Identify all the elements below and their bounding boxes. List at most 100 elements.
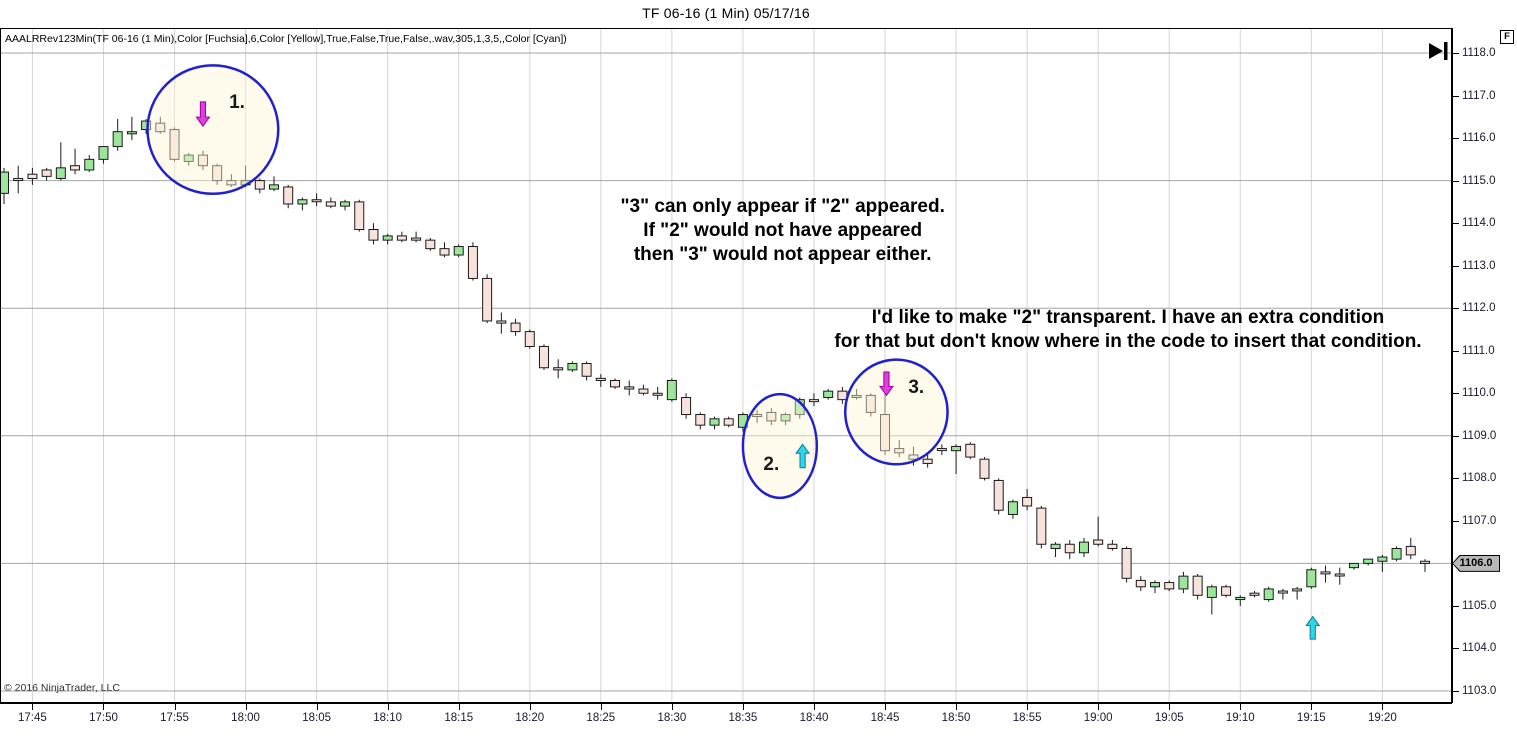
candle-down <box>965 443 976 458</box>
candle-down <box>936 448 947 452</box>
time-axis-tick <box>1311 704 1313 710</box>
candle-down <box>524 331 535 347</box>
candle-up <box>340 201 351 207</box>
price-axis-tick <box>1453 53 1459 54</box>
time-axis-label: 18:40 <box>799 712 829 724</box>
candle-down <box>41 169 52 177</box>
annotation-text-line: I'd like to make "2" transparent. I have… <box>871 307 1385 329</box>
candle-up <box>1391 548 1402 560</box>
price-axis-label: 1104.0 <box>1462 642 1497 655</box>
price-axis-tick <box>1453 605 1459 607</box>
time-axis-label: 18:15 <box>444 712 474 724</box>
price-axis-tick <box>1453 180 1459 182</box>
down-arrow-icon <box>195 101 211 128</box>
candle-up <box>823 390 834 399</box>
time-axis-label: 17:45 <box>18 712 47 724</box>
price-axis-tick <box>1453 223 1459 225</box>
candle-down <box>652 392 663 396</box>
candle-down <box>880 414 891 452</box>
candle-up <box>1007 501 1018 515</box>
price-axis-label: 1117.0 <box>1462 89 1496 102</box>
time-axis-label: 18:45 <box>870 712 900 724</box>
down-arrow-icon <box>878 371 894 397</box>
candle-up <box>55 167 66 179</box>
time-axis-tick <box>245 704 247 710</box>
copyright-label: © 2016 NinjaTrader, LLC <box>4 682 120 694</box>
price-axis-tick <box>1453 393 1459 395</box>
price-axis-label: 1114.0 <box>1462 217 1496 230</box>
time-axis-tick <box>1169 704 1171 710</box>
chart-plot-area[interactable] <box>0 0 1452 744</box>
candle-down <box>197 154 208 167</box>
annotation-text-line: then "3" would not appear either. <box>633 243 932 265</box>
candle-down <box>766 411 777 422</box>
candle-down <box>808 399 819 403</box>
price-axis-label: 1113.0 <box>1462 259 1496 272</box>
candle-down <box>1107 543 1118 550</box>
time-axis-label: 19:05 <box>1154 712 1184 724</box>
time-axis[interactable]: 17:45 17:50 17:55 18:00 18:05 18:10 18:15 18:20… <box>0 703 1452 744</box>
time-axis-label: 19:00 <box>1083 712 1113 724</box>
circle-number-label: 2. <box>763 454 780 476</box>
candle-down <box>496 320 507 324</box>
candle-up <box>780 414 791 422</box>
candle-down <box>1277 590 1288 594</box>
time-axis-label: 19:15 <box>1296 712 1326 724</box>
candle-down <box>638 388 649 394</box>
candle-down <box>752 414 763 418</box>
candle-down <box>1022 496 1033 507</box>
time-axis-tick <box>1098 704 1100 710</box>
candle-up <box>1235 596 1246 601</box>
price-axis-label: 1116.0 <box>1462 132 1496 145</box>
candle-down <box>1334 573 1345 577</box>
annotation-circle <box>741 392 819 500</box>
candle-up <box>1377 556 1388 562</box>
candle-down <box>1320 571 1331 575</box>
candle-up <box>84 158 95 171</box>
time-axis-tick <box>885 704 887 710</box>
candle-down <box>922 458 933 464</box>
annotation-text: "3" can only appear if "2" appeared. If "… <box>621 195 945 267</box>
candle-down <box>283 186 294 205</box>
candle-up <box>453 246 464 256</box>
annotation-text-line: for that but don't know where in the cod… <box>834 331 1422 353</box>
candle-up <box>1178 575 1189 590</box>
time-axis-tick <box>387 704 389 710</box>
candle-down <box>681 397 692 416</box>
price-axis-label: 1112.0 <box>1462 302 1496 315</box>
candle-down <box>325 201 336 207</box>
time-axis-label: 18:00 <box>231 712 260 724</box>
candle-down <box>624 386 635 390</box>
annotation-circle <box>843 358 949 466</box>
candle-down <box>1064 543 1075 554</box>
candle-down <box>70 165 81 171</box>
candle-down <box>411 237 422 241</box>
go-to-last-bar-icon-bar[interactable] <box>1444 42 1448 60</box>
fullscreen-button[interactable]: F <box>1500 30 1514 44</box>
candle-down <box>1093 539 1104 545</box>
go-to-last-bar-icon[interactable] <box>1429 43 1443 59</box>
candle-down <box>908 454 919 460</box>
candle-up <box>1348 562 1359 569</box>
time-axis-label: 18:30 <box>657 712 687 724</box>
candle-down <box>837 390 848 401</box>
candle-down <box>354 201 365 231</box>
candle-down <box>1249 592 1260 596</box>
chart-title: TF 06-16 (1 Min) 05/17/16 <box>642 5 810 21</box>
candle-down <box>1192 575 1203 596</box>
candle-up <box>126 131 137 135</box>
price-axis-label: 1103.0 <box>1462 684 1497 697</box>
candle-down <box>27 173 38 179</box>
price-axis[interactable]: F 1106.0 1118.0 1117.0 1116.0 1115.0 1114.0 1… <box>1452 28 1517 703</box>
plot-frame <box>0 28 1452 703</box>
time-axis-tick <box>1382 704 1384 710</box>
price-axis-tick <box>1453 435 1459 437</box>
annotation-text-line: "3" can only appear if "2" appeared. <box>620 195 945 217</box>
price-axis-tick <box>1453 690 1459 692</box>
time-axis-tick <box>671 704 673 710</box>
up-arrow-icon <box>1305 615 1321 640</box>
candle-up <box>666 380 677 401</box>
time-axis-label: 18:55 <box>1012 712 1042 724</box>
time-axis-label: 17:50 <box>89 712 118 724</box>
candle-down <box>695 414 706 426</box>
